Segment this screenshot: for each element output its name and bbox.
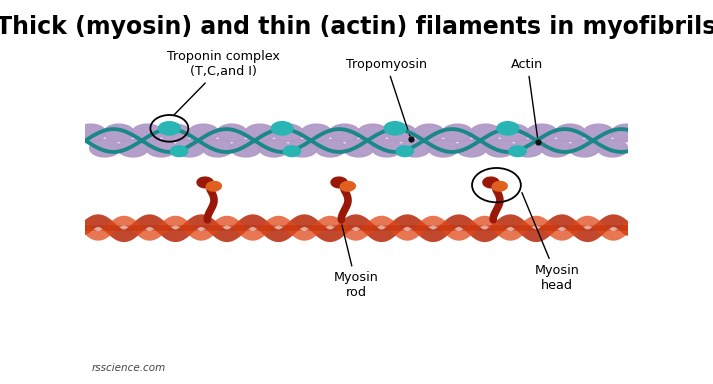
Ellipse shape [146,139,176,157]
Ellipse shape [527,124,557,142]
Ellipse shape [103,124,134,142]
Ellipse shape [428,139,458,157]
Ellipse shape [358,124,388,142]
Ellipse shape [315,139,346,157]
Text: rsscience.com: rsscience.com [92,363,166,373]
Ellipse shape [555,124,585,142]
Ellipse shape [329,124,360,142]
Ellipse shape [569,139,600,157]
Ellipse shape [272,122,293,135]
Ellipse shape [118,139,148,157]
Ellipse shape [231,139,261,157]
Ellipse shape [541,139,571,157]
Ellipse shape [386,124,416,142]
Ellipse shape [217,124,247,142]
Ellipse shape [597,139,627,157]
Text: Actin: Actin [511,58,543,140]
Text: Myosin
rod: Myosin rod [334,225,379,300]
Ellipse shape [492,182,507,191]
Ellipse shape [485,139,515,157]
Ellipse shape [612,124,642,142]
Ellipse shape [132,124,163,142]
Ellipse shape [384,122,406,135]
Ellipse shape [583,124,614,142]
Ellipse shape [273,124,303,142]
Ellipse shape [76,124,106,142]
Ellipse shape [158,122,180,135]
Ellipse shape [331,177,347,188]
Ellipse shape [509,146,526,157]
Text: Thick (myosin) and thin (actin) filaments in myofibrils: Thick (myosin) and thin (actin) filament… [0,15,713,39]
Text: Tropomyosin: Tropomyosin [346,58,427,136]
Ellipse shape [471,124,501,142]
Ellipse shape [371,139,402,157]
Ellipse shape [287,139,317,157]
Ellipse shape [414,124,444,142]
Ellipse shape [400,139,430,157]
Text: Myosin
head: Myosin head [522,193,580,292]
Ellipse shape [245,124,275,142]
Ellipse shape [301,124,332,142]
Ellipse shape [160,124,190,142]
Ellipse shape [498,124,529,142]
Ellipse shape [259,139,289,157]
Ellipse shape [170,146,188,157]
Ellipse shape [442,124,473,142]
Ellipse shape [283,146,301,157]
Ellipse shape [483,177,499,188]
Ellipse shape [513,139,543,157]
Text: Troponin complex
(T,C,and I): Troponin complex (T,C,and I) [167,50,280,115]
Ellipse shape [456,139,487,157]
Ellipse shape [497,122,518,135]
Ellipse shape [344,139,374,157]
Ellipse shape [206,182,221,191]
Ellipse shape [188,124,219,142]
Ellipse shape [202,139,233,157]
Ellipse shape [340,182,355,191]
Ellipse shape [90,139,120,157]
Ellipse shape [197,177,213,188]
Ellipse shape [396,146,414,157]
Ellipse shape [174,139,205,157]
